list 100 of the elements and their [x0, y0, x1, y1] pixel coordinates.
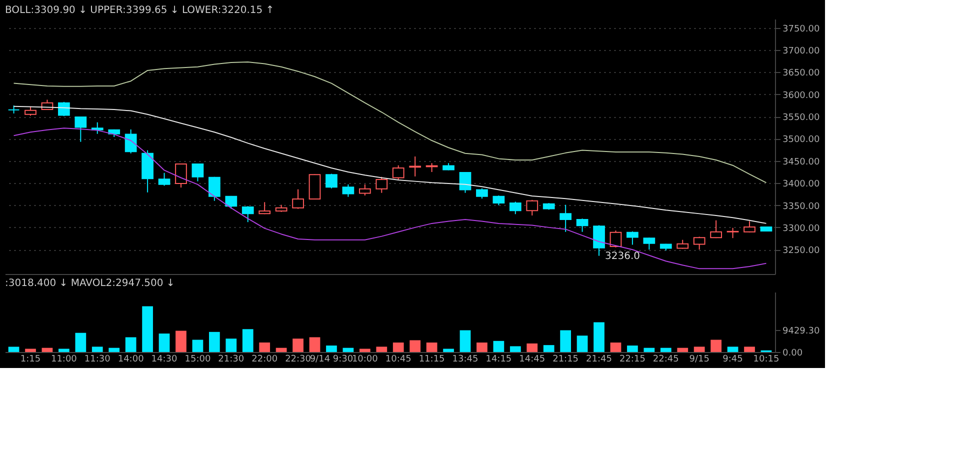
candlestick [476, 188, 488, 200]
x-tick-label: 14:45 [519, 354, 546, 364]
bar [292, 338, 304, 352]
bar [543, 345, 554, 352]
candlestick [225, 195, 238, 210]
candlestick [58, 101, 70, 117]
x-tick-label: 9:45 [722, 354, 743, 364]
y-tick-label: 3500.00 [782, 135, 820, 146]
bar [92, 346, 103, 352]
bar [594, 322, 604, 352]
bar [342, 348, 354, 352]
candlestick [492, 195, 505, 206]
candlestick [693, 236, 706, 250]
x-tick-label: 13:45 [452, 354, 478, 364]
candlestick [593, 224, 605, 256]
bar [8, 346, 20, 352]
bar [309, 337, 320, 352]
bar [226, 338, 237, 352]
candlestick [376, 176, 388, 194]
x-tick-label: 22:45 [652, 354, 679, 364]
x-tick-label: 15:00 [184, 354, 211, 364]
x-tick-label: 10:15 [753, 354, 780, 364]
candlestick [358, 184, 371, 196]
bar [208, 332, 220, 352]
x-tick-label: 1:15 [20, 354, 41, 364]
x-tick-label: 11:00 [50, 354, 78, 364]
bar [610, 342, 622, 352]
y-tick-label: 3350.00 [782, 202, 820, 212]
x-tick-label: 10:45 [385, 354, 412, 364]
x-tick-label: 21:45 [586, 354, 612, 364]
x-tick-label: 22:15 [619, 354, 646, 364]
candlestick [409, 156, 422, 177]
y-tick-label: 3700.00 [782, 46, 820, 57]
bar [694, 346, 705, 352]
candlestick [192, 164, 204, 182]
x-tick-label: 14:30 [151, 354, 178, 364]
candlestick [576, 218, 588, 232]
candlestick [560, 204, 572, 232]
y-tick-label: 3450.00 [782, 157, 820, 168]
x-tick-label: 11:30 [84, 354, 111, 364]
bar [526, 343, 538, 352]
bar [627, 346, 638, 352]
bar [443, 348, 454, 352]
candlestick [175, 164, 187, 188]
bar [259, 342, 270, 352]
chart-title: BOLL:3309.90 ↓ UPPER:3399.65 ↓ LOWER:3220.15 ↑ [5, 5, 274, 16]
bar [25, 348, 36, 352]
y-tick-label: 3300.00 [782, 224, 820, 234]
y-tick-label: 3600.00 [782, 90, 820, 101]
bar [158, 334, 170, 352]
candlestick [91, 122, 104, 134]
bar [108, 348, 120, 352]
x-tick-label: 9/14 9:30 [310, 354, 354, 364]
bar [410, 340, 421, 352]
bar [142, 306, 153, 352]
y-tick-label: 3650.00 [782, 68, 820, 79]
x-tick-label: 14:00 [118, 354, 144, 364]
candlestick [509, 201, 522, 215]
y-tick-label: 9429.30 [782, 326, 820, 337]
bar [242, 329, 254, 352]
bar [125, 337, 136, 352]
candlestick [342, 184, 354, 198]
x-tick-label: 14:15 [486, 354, 512, 364]
candlestick [744, 220, 756, 233]
candlestick [610, 230, 622, 248]
y-tick-label: 3400.00 [782, 180, 820, 190]
x-tick-label: 21:30 [218, 354, 244, 364]
candlestick [526, 199, 538, 216]
bar [744, 346, 755, 352]
candlestick [626, 230, 638, 246]
bar [460, 330, 471, 352]
candlestick [158, 172, 170, 186]
bar [192, 340, 204, 352]
annotation: 3236.0 [605, 250, 640, 262]
x-tick-label: 10:00 [352, 354, 378, 364]
bar [710, 340, 722, 352]
x-tick-label: 21:15 [552, 354, 579, 364]
bar [476, 342, 488, 352]
bar [326, 346, 337, 352]
candlestick [726, 227, 739, 239]
bar [58, 348, 70, 352]
candlestick [643, 237, 656, 250]
candlestick [124, 128, 137, 154]
candlestick [459, 172, 472, 194]
line-series [13, 62, 767, 184]
bar [560, 330, 572, 352]
bar [42, 348, 53, 352]
bar [392, 342, 404, 352]
y-tick-label: 3250.00 [782, 246, 820, 256]
candlestick [710, 220, 722, 239]
y-tick-label: 0.00 [782, 348, 803, 358]
bar [493, 340, 504, 352]
candlestick [242, 206, 254, 223]
bar [660, 348, 672, 352]
x-tick-label: 11:15 [418, 354, 445, 364]
bar [359, 348, 370, 352]
bar [426, 342, 438, 352]
candlestick [292, 188, 304, 210]
bar [176, 330, 186, 352]
chart-title: :3018.400 ↓ MAVOL2:2947.500 ↓ [5, 278, 175, 289]
